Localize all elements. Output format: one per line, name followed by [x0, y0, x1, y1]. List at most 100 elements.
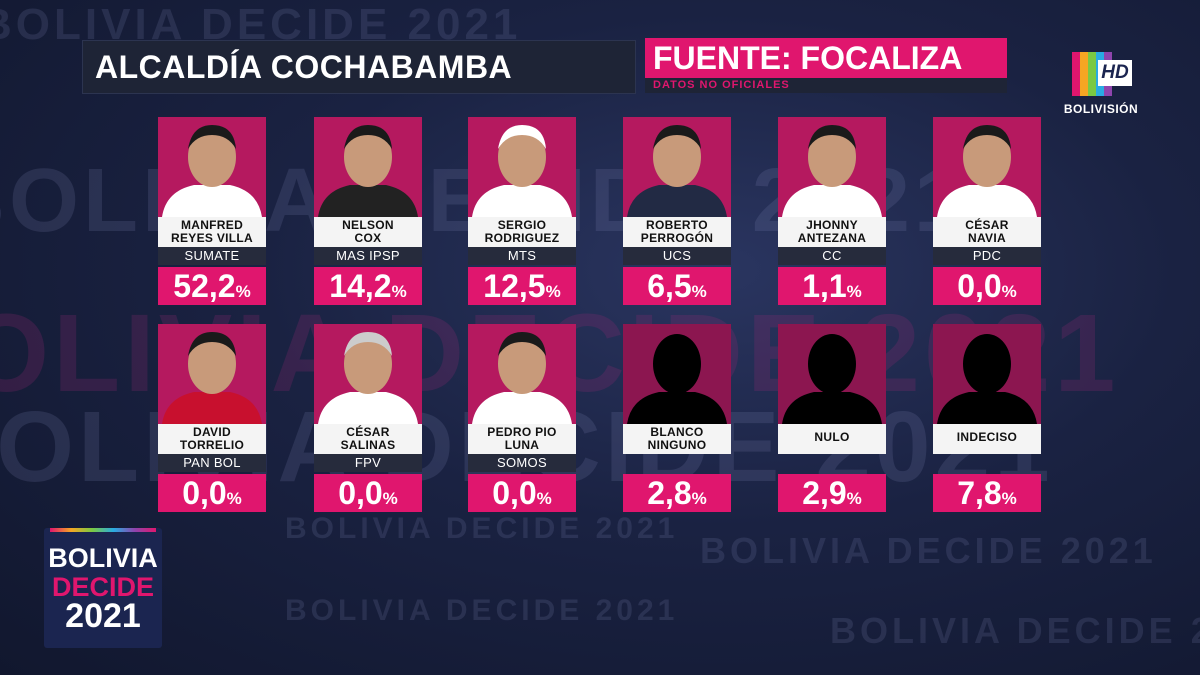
silhouette-icon	[778, 324, 886, 424]
candidate-name: PEDRO PIO LUNA	[468, 424, 576, 454]
party-label: SOMOS	[468, 454, 576, 472]
candidate-name-line-1: PEDRO PIO	[487, 425, 557, 439]
bg-text-5: BOLIVIA DECIDE 2021	[285, 512, 679, 545]
candidate-name-line-1: CÉSAR	[965, 218, 1009, 232]
vote-percentage: 2,8%	[623, 474, 731, 512]
candidate-name-line-2: TORRELIO	[179, 438, 245, 452]
percentage-value: 7,8	[957, 475, 1002, 511]
candidate-name-line-1: NULO	[814, 430, 850, 444]
silhouette-icon	[623, 324, 731, 424]
percentage-value: 0,0	[338, 475, 383, 511]
percent-sign: %	[691, 282, 707, 301]
candidate-photo	[314, 117, 422, 217]
vote-percentage: 52,2%	[158, 267, 266, 305]
percentage-value: 6,5	[647, 268, 692, 304]
party-label: PDC	[933, 247, 1041, 265]
candidate-name-line-1: SERGIO	[497, 218, 547, 232]
percent-sign: %	[391, 282, 407, 301]
percentage-value: 0,0	[182, 475, 227, 511]
candidate-name-line-1: CÉSAR	[346, 425, 390, 439]
percentage-value: 52,2	[173, 268, 236, 304]
vote-percentage: 0,0%	[314, 474, 422, 512]
source-label: FUENTE: FOCALIZA	[653, 40, 963, 76]
hd-badge: HD	[1101, 62, 1129, 83]
candidate-name: SERGIO RODRIGUEZ	[468, 217, 576, 247]
party-label: SUMATE	[158, 247, 266, 265]
candidate-name-line-2: SALINAS	[340, 438, 396, 452]
percentage-value: 2,8	[647, 475, 692, 511]
percent-sign: %	[545, 282, 561, 301]
party-label: MTS	[468, 247, 576, 265]
candidate-name-line-2: REYES VILLA	[171, 231, 253, 245]
vote-percentage: 7,8%	[933, 474, 1041, 512]
color-strip-icon	[50, 528, 156, 532]
percentage-value: 1,1	[802, 268, 847, 304]
percent-sign: %	[235, 282, 251, 301]
percent-sign: %	[691, 489, 707, 508]
logo-line-1: BOLIVIA	[48, 543, 158, 573]
candidate-name-line-1: ROBERTO	[646, 218, 708, 232]
percent-sign: %	[846, 282, 862, 301]
candidate-photo	[158, 324, 266, 424]
candidate-photo	[933, 117, 1041, 217]
candidate-name-line-1: DAVID	[193, 425, 231, 439]
party-label: MAS IPSP	[314, 247, 422, 265]
party-label: CC	[778, 247, 886, 265]
bg-text-8: BOLIVIA DECIDE 2021	[830, 610, 1200, 651]
source-panel: FUENTE: FOCALIZA	[645, 38, 1007, 78]
percentage-value: 0,0	[957, 268, 1002, 304]
page-title: ALCALDÍA COCHABAMBA	[95, 49, 513, 85]
vote-percentage: 0,0%	[933, 267, 1041, 305]
candidate-name: MANFRED REYES VILLA	[158, 217, 266, 247]
party-label: FPV	[314, 454, 422, 472]
bolivision-hd-logo-icon	[1072, 52, 1132, 96]
candidate-name: CÉSAR SALINAS	[314, 424, 422, 454]
bg-text-7: BOLIVIA DECIDE 2021	[700, 530, 1157, 571]
bg-text-6: BOLIVIA DECIDE 2021	[285, 594, 679, 627]
logo-line-2: DECIDE	[51, 572, 154, 602]
vote-percentage: 6,5%	[623, 267, 731, 305]
percentage-value: 14,2	[329, 268, 392, 304]
candidate-photo	[314, 324, 422, 424]
percentage-value: 0,0	[492, 475, 537, 511]
candidate-name-line-1: JHONNY	[806, 218, 858, 232]
candidate-name: CÉSAR NAVIA	[933, 217, 1041, 247]
source-note: DATOS NO OFICIALES	[645, 78, 1007, 93]
candidate-name-line-2: NINGUNO	[647, 438, 707, 452]
candidate-name-line-1: BLANCO	[650, 425, 704, 439]
candidate-name-line-2: ANTEZANA	[797, 231, 867, 245]
candidate-name: BLANCO NINGUNO	[623, 424, 731, 454]
vote-percentage: 2,9%	[778, 474, 886, 512]
candidate-name-line-2: RODRIGUEZ	[484, 231, 560, 245]
percent-sign: %	[1001, 489, 1017, 508]
channel-name: BOLIVISIÓN	[1063, 102, 1139, 116]
percent-sign: %	[1001, 282, 1017, 301]
percent-sign: %	[226, 489, 242, 508]
bolivia-decide-logo: BOLIVIA DECIDE 2021	[44, 528, 162, 648]
vote-percentage: 1,1%	[778, 267, 886, 305]
candidate-photo	[778, 117, 886, 217]
percentage-value: 2,9	[802, 475, 847, 511]
percentage-value: 12,5	[483, 268, 546, 304]
candidate-photo	[158, 117, 266, 217]
candidate-name-line-2: NAVIA	[968, 231, 1006, 245]
candidate-name-line-1: MANFRED	[180, 218, 244, 232]
logo-line-3: 2021	[65, 597, 141, 635]
candidate-name: DAVID TORRELIO	[158, 424, 266, 454]
candidate-name-line-2: COX	[354, 231, 382, 245]
candidate-name-line-2: PERROGÓN	[640, 231, 714, 245]
candidate-name-line-1: INDECISO	[956, 430, 1018, 444]
candidate-photo	[623, 117, 731, 217]
candidate-photo	[468, 117, 576, 217]
candidate-name: NULO	[778, 424, 886, 454]
party-label: PAN BOL	[158, 454, 266, 472]
candidate-photo	[468, 324, 576, 424]
candidate-name: INDECISO	[933, 424, 1041, 454]
vote-percentage: 0,0%	[158, 474, 266, 512]
percent-sign: %	[536, 489, 552, 508]
candidate-name: NELSON COX	[314, 217, 422, 247]
vote-percentage: 14,2%	[314, 267, 422, 305]
title-panel: ALCALDÍA COCHABAMBA	[82, 40, 636, 94]
candidate-name-line-1: NELSON	[342, 218, 394, 232]
percent-sign: %	[846, 489, 862, 508]
